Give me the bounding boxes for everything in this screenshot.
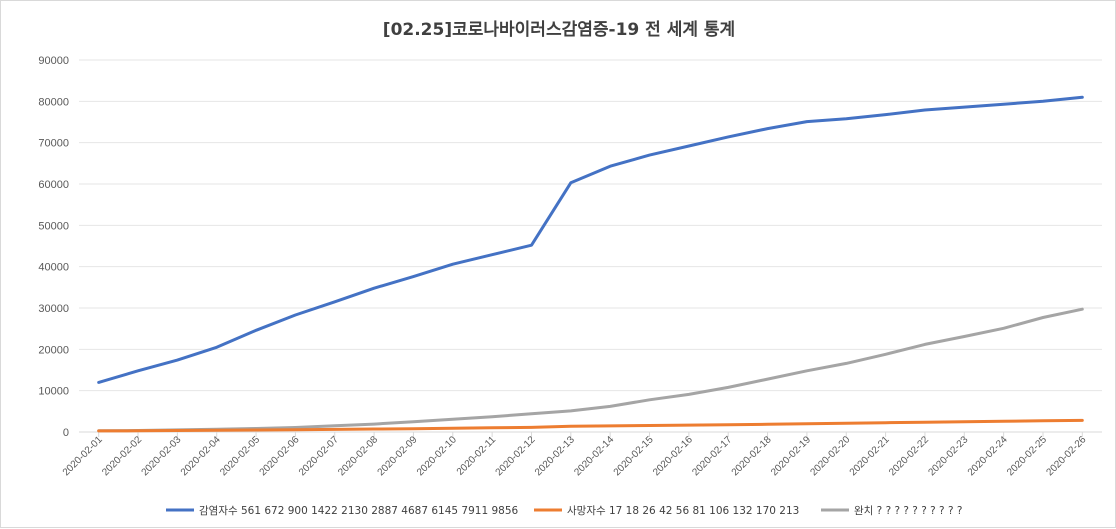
x-tick-label: 2020-02-04 bbox=[179, 434, 223, 478]
y-tick-label: 30000 bbox=[38, 303, 69, 315]
x-tick-label: 2020-02-17 bbox=[690, 434, 734, 478]
legend-label: 감염자수 561 672 900 1422 2130 2887 4687 614… bbox=[199, 505, 519, 517]
y-tick-label: 90000 bbox=[38, 55, 69, 67]
x-tick-label: 2020-02-25 bbox=[1005, 434, 1049, 478]
x-tick-label: 2020-02-01 bbox=[61, 434, 105, 478]
series-lines bbox=[97, 95, 1084, 433]
x-tick-label: 2020-02-19 bbox=[769, 434, 813, 478]
x-tick-label: 2020-02-02 bbox=[100, 434, 144, 478]
x-tick-label: 2020-02-08 bbox=[336, 434, 380, 478]
x-tick-label: 2020-02-16 bbox=[651, 434, 695, 478]
x-tick-label: 2020-02-11 bbox=[455, 434, 499, 478]
y-tick-label: 80000 bbox=[38, 96, 69, 108]
x-tick-label: 2020-02-12 bbox=[494, 434, 538, 478]
y-tick-label: 60000 bbox=[38, 179, 69, 191]
x-tick-label: 2020-02-20 bbox=[808, 434, 852, 478]
series-line bbox=[97, 418, 1084, 433]
x-tick-label: 2020-02-13 bbox=[533, 434, 577, 478]
x-tick-label: 2020-02-18 bbox=[730, 434, 774, 478]
x-axis-ticks: 2020-02-012020-02-022020-02-032020-02-04… bbox=[61, 432, 1089, 478]
x-tick-label: 2020-02-05 bbox=[218, 434, 262, 478]
chart-title: [02.25]코로나바이러스감염증-19 전 세계 통계 bbox=[383, 20, 735, 40]
y-axis-ticks: 0 10000 20000 30000 40000 50000 60000 70000 8000… bbox=[38, 55, 69, 439]
x-tick-label: 2020-02-09 bbox=[376, 434, 420, 478]
x-tick-label: 2020-02-10 bbox=[415, 434, 459, 478]
legend-label: 완치 ? ? ? ? ? ? ? ? ? ? bbox=[854, 504, 962, 517]
x-tick-label: 2020-02-26 bbox=[1044, 434, 1088, 478]
x-tick-label: 2020-02-06 bbox=[258, 434, 302, 478]
x-tick-label: 2020-02-21 bbox=[848, 434, 892, 478]
y-tick-label: 20000 bbox=[38, 344, 69, 356]
x-tick-label: 2020-02-03 bbox=[140, 434, 184, 478]
y-tick-label: 10000 bbox=[38, 386, 69, 398]
x-tick-label: 2020-02-07 bbox=[297, 434, 341, 478]
x-tick-label: 2020-02-15 bbox=[612, 434, 656, 478]
y-tick-label: 40000 bbox=[38, 262, 69, 274]
x-tick-label: 2020-02-24 bbox=[966, 434, 1010, 478]
legend-label: 사망자수 17 18 26 42 56 81 106 132 170 213 bbox=[567, 505, 799, 517]
y-tick-label: 50000 bbox=[38, 220, 69, 232]
series-line bbox=[97, 95, 1084, 384]
x-tick-label: 2020-02-23 bbox=[926, 434, 970, 478]
series-line bbox=[97, 307, 1084, 433]
gridlines bbox=[79, 59, 1102, 433]
y-tick-label: 70000 bbox=[38, 138, 69, 150]
x-tick-label: 2020-02-22 bbox=[887, 434, 931, 478]
x-tick-label: 2020-02-14 bbox=[572, 434, 616, 478]
legend: 감염자수 561 672 900 1422 2130 2887 4687 614… bbox=[166, 504, 962, 517]
y-tick-label: 0 bbox=[63, 427, 69, 439]
